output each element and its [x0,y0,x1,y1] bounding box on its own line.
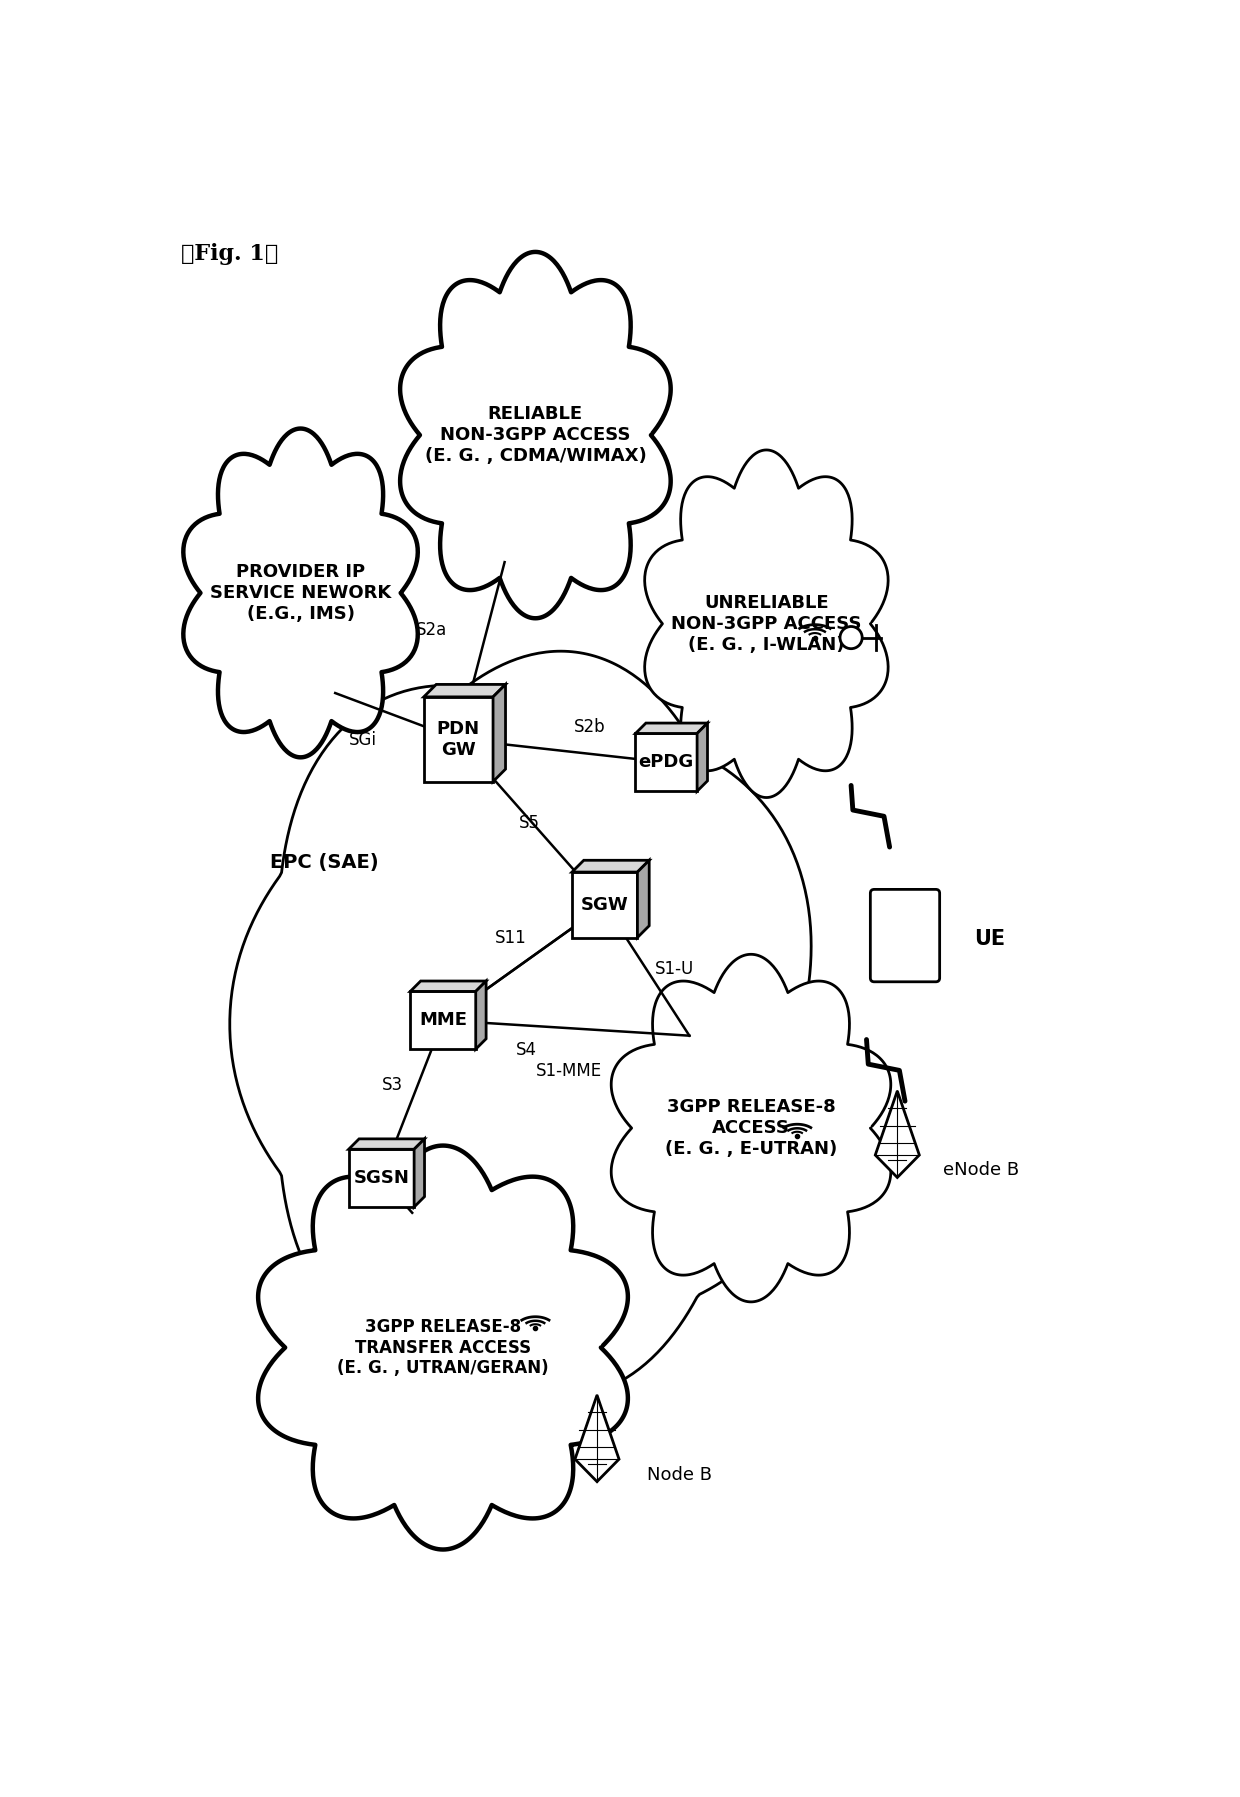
Polygon shape [697,722,708,791]
Polygon shape [414,1139,424,1208]
Text: MME: MME [419,1012,467,1030]
Text: S2b: S2b [574,717,605,735]
Text: S4: S4 [516,1040,537,1058]
Text: S5: S5 [518,814,539,832]
Polygon shape [635,733,697,791]
Polygon shape [476,981,486,1049]
Polygon shape [494,685,506,782]
Text: PROVIDER IP
SERVICE NEWORK
(E.G., IMS): PROVIDER IP SERVICE NEWORK (E.G., IMS) [210,562,391,624]
Text: RELIABLE
NON-3GPP ACCESS
(E. G. , CDMA/WIMAX): RELIABLE NON-3GPP ACCESS (E. G. , CDMA/W… [424,406,646,465]
Text: S3: S3 [382,1076,403,1094]
Text: UNRELIABLE
NON-3GPP ACCESS
(E. G. , I-WLAN): UNRELIABLE NON-3GPP ACCESS (E. G. , I-WL… [671,595,862,654]
Text: eNode B: eNode B [944,1161,1019,1179]
Circle shape [839,627,862,649]
Text: PDN
GW: PDN GW [436,721,480,758]
Polygon shape [258,1145,627,1549]
Polygon shape [410,992,476,1049]
Polygon shape [637,861,650,938]
Text: UE: UE [975,929,1006,949]
Polygon shape [875,1091,919,1177]
Text: S2a: S2a [417,622,448,640]
Polygon shape [635,722,708,733]
FancyBboxPatch shape [870,890,940,981]
Text: SGSN: SGSN [353,1170,409,1188]
Polygon shape [184,428,418,757]
Text: S11: S11 [495,929,526,947]
Polygon shape [572,861,650,872]
Text: S1-U: S1-U [655,960,694,978]
Text: SGW: SGW [580,895,629,915]
Polygon shape [348,1150,414,1208]
Polygon shape [401,252,671,618]
Text: Node B: Node B [647,1466,712,1484]
Text: EPC (SAE): EPC (SAE) [270,854,378,872]
Text: SGi: SGi [350,731,377,749]
Polygon shape [645,449,888,798]
Polygon shape [575,1394,619,1481]
Polygon shape [611,954,890,1301]
Text: S1-MME: S1-MME [536,1062,601,1080]
Polygon shape [424,697,494,782]
Polygon shape [348,1139,424,1150]
Polygon shape [229,651,811,1396]
Text: 「Fig. 1」: 「Fig. 1」 [181,243,279,264]
Polygon shape [410,981,486,992]
Text: 3GPP RELEASE-8
TRANSFER ACCESS
(E. G. , UTRAN/GERAN): 3GPP RELEASE-8 TRANSFER ACCESS (E. G. , … [337,1317,549,1377]
Polygon shape [572,872,637,938]
Text: ePDG: ePDG [639,753,694,771]
Polygon shape [424,685,506,697]
Text: 3GPP RELEASE-8
ACCESS
(E. G. , E-UTRAN): 3GPP RELEASE-8 ACCESS (E. G. , E-UTRAN) [665,1098,837,1157]
